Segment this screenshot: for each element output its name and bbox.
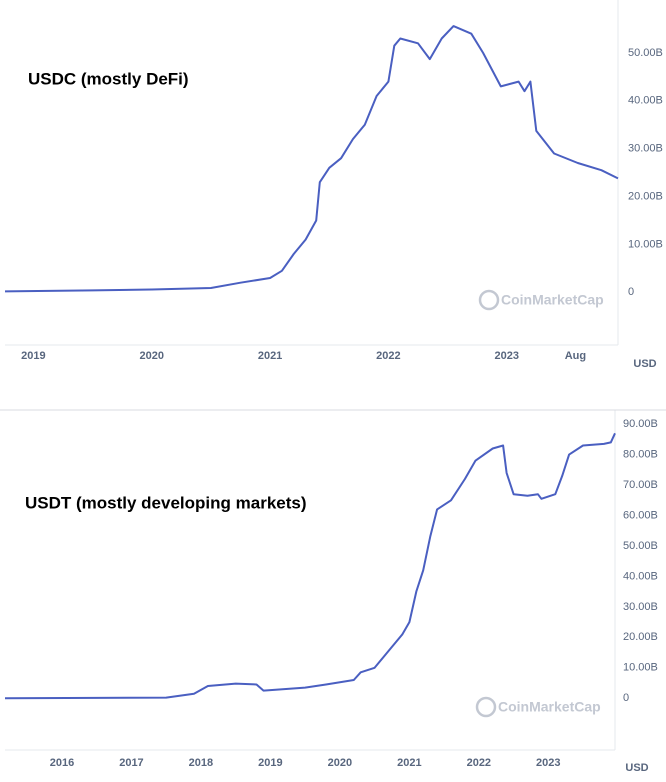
y-tick-label: 30.00B xyxy=(623,601,658,613)
y-tick-label: 40.00B xyxy=(628,95,663,107)
y-tick-label: 20.00B xyxy=(623,631,658,643)
y-tick-label: 90.00B xyxy=(623,418,658,430)
x-tick-label: 2019 xyxy=(21,350,45,362)
x-tick-label: 2016 xyxy=(50,757,74,769)
axis-unit: USD xyxy=(625,762,648,774)
axis-unit: USD xyxy=(633,358,656,370)
y-tick-label: 70.00B xyxy=(623,479,658,491)
watermark: CoinMarketCap xyxy=(498,699,601,715)
y-tick-label: 20.00B xyxy=(628,190,663,202)
y-tick-label: 10.00B xyxy=(628,238,663,250)
x-tick-label: 2019 xyxy=(258,757,282,769)
data-line xyxy=(4,432,616,700)
y-tick-label: 40.00B xyxy=(623,570,658,582)
x-tick-label: 2021 xyxy=(397,757,421,769)
x-tick-label: 2017 xyxy=(119,757,143,769)
x-tick-label: 2023 xyxy=(495,350,519,362)
watermark-icon xyxy=(475,696,497,718)
x-tick-label: 2022 xyxy=(376,350,400,362)
annotation: USDT (mostly developing markets) xyxy=(25,493,307,512)
y-tick-label: 50.00B xyxy=(623,540,658,552)
annotation: USDC (mostly DeFi) xyxy=(28,69,189,88)
y-tick-label: 0 xyxy=(628,286,634,298)
x-tick-label: 2023 xyxy=(536,757,560,769)
x-tick-label: 2021 xyxy=(258,350,282,362)
x-tick-label: Aug xyxy=(565,350,586,362)
watermark-icon xyxy=(478,289,500,311)
y-tick-label: 30.00B xyxy=(628,143,663,155)
y-tick-label: 0 xyxy=(623,692,629,704)
y-tick-label: 60.00B xyxy=(623,509,658,521)
y-tick-label: 10.00B xyxy=(623,662,658,674)
y-tick-label: 50.00B xyxy=(628,47,663,59)
watermark: CoinMarketCap xyxy=(501,292,604,308)
y-tick-label: 80.00B xyxy=(623,448,658,460)
data-line xyxy=(4,25,619,293)
x-tick-label: 2020 xyxy=(328,757,352,769)
x-tick-label: 2020 xyxy=(139,350,163,362)
x-tick-label: 2018 xyxy=(189,757,213,769)
x-tick-label: 2022 xyxy=(467,757,491,769)
